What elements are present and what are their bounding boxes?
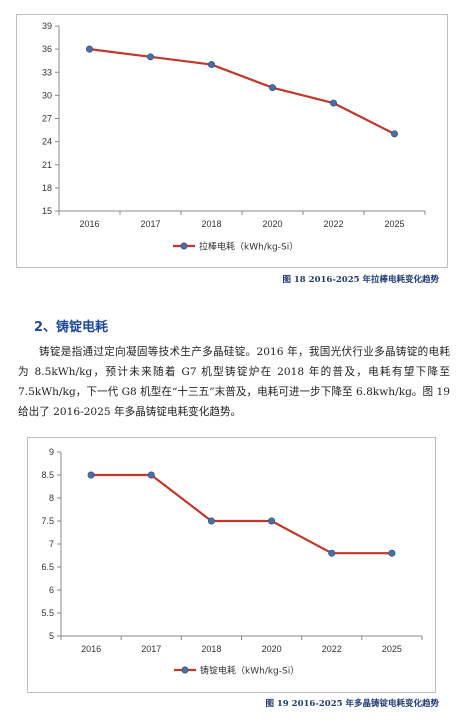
legend-label: 拉棒电耗（kWh/kg-Si） bbox=[199, 241, 298, 253]
x-tick-label: 2018 bbox=[201, 219, 221, 229]
x-tick-label: 2025 bbox=[384, 219, 404, 229]
x-tick-label: 2025 bbox=[382, 644, 402, 654]
chart-ingot-power: 5 5.5 6 6.5 7 7.5 8 8.5 9 2016 2017 2018 2020 2022 202… bbox=[27, 437, 436, 693]
legend-marker bbox=[180, 242, 188, 250]
data-point bbox=[390, 130, 398, 138]
y-tick-label: 18 bbox=[42, 183, 52, 193]
data-point bbox=[86, 45, 94, 53]
x-tick-label: 2016 bbox=[79, 219, 99, 229]
data-point bbox=[269, 84, 277, 92]
x-tick-label: 2020 bbox=[262, 644, 282, 654]
x-tick-label: 2016 bbox=[81, 644, 101, 654]
x-tick-label: 2017 bbox=[141, 644, 161, 654]
x-tick-label: 2020 bbox=[262, 219, 282, 229]
chart-ingot-power-svg: 5 5.5 6 6.5 7 7.5 8 8.5 9 2016 2017 2018 2020 2022 202… bbox=[41, 447, 423, 677]
figure-19-caption: 图 19 2016-2025 年多晶铸锭电耗变化趋势 bbox=[265, 699, 439, 709]
data-point bbox=[268, 517, 276, 525]
y-tick-label: 27 bbox=[42, 114, 52, 124]
data-point bbox=[388, 549, 396, 557]
x-tick-label: 2018 bbox=[201, 644, 221, 654]
x-tick-label: 2022 bbox=[322, 644, 342, 654]
x-tick-label: 2022 bbox=[323, 219, 343, 229]
legend-marker bbox=[181, 666, 189, 674]
data-point bbox=[208, 61, 216, 69]
chart-pulling-power: 15 18 21 24 27 30 33 36 39 2016 2017 2018 2020 2022 20… bbox=[16, 14, 448, 268]
x-tick-label: 2017 bbox=[140, 219, 160, 229]
data-point bbox=[87, 471, 95, 479]
y-tick-label: 21 bbox=[42, 160, 52, 170]
y-tick-label: 8.5 bbox=[41, 470, 54, 480]
section-paragraph: 铸锭是指通过定向凝固等技术生产多晶硅锭。2016 年，我国光伏行业多晶铸锭的电耗… bbox=[18, 346, 450, 418]
chart-pulling-power-svg: 15 18 21 24 27 30 33 36 39 2016 2017 2018 2020 2022 20… bbox=[42, 21, 426, 253]
y-tick-label: 39 bbox=[42, 21, 52, 31]
y-tick-label: 6 bbox=[49, 585, 54, 595]
y-tick-label: 15 bbox=[42, 206, 52, 216]
y-tick-label: 36 bbox=[42, 44, 52, 54]
data-point bbox=[328, 549, 336, 557]
data-point bbox=[147, 471, 155, 479]
figure-18-caption: 图 18 2016-2025 年拉棒电耗变化趋势 bbox=[282, 275, 439, 285]
y-tick-label: 8 bbox=[49, 493, 54, 503]
data-point bbox=[147, 53, 155, 61]
section-title: 2、铸锭电耗 bbox=[34, 320, 109, 335]
data-point bbox=[329, 99, 337, 107]
y-tick-label: 24 bbox=[42, 137, 52, 147]
y-tick-label: 5 bbox=[49, 631, 54, 641]
y-tick-label: 7 bbox=[49, 539, 54, 549]
y-tick-label: 7.5 bbox=[41, 516, 54, 526]
y-tick-label: 33 bbox=[42, 67, 52, 77]
series-line bbox=[91, 473, 392, 555]
y-tick-label: 6.5 bbox=[41, 562, 54, 572]
data-point bbox=[207, 517, 215, 525]
legend-label: 铸锭电耗（kWh/kg-Si） bbox=[200, 665, 299, 677]
y-tick-label: 9 bbox=[49, 447, 54, 457]
y-tick-label: 5.5 bbox=[41, 608, 54, 618]
y-tick-label: 30 bbox=[42, 90, 52, 100]
series-line bbox=[89, 48, 395, 135]
